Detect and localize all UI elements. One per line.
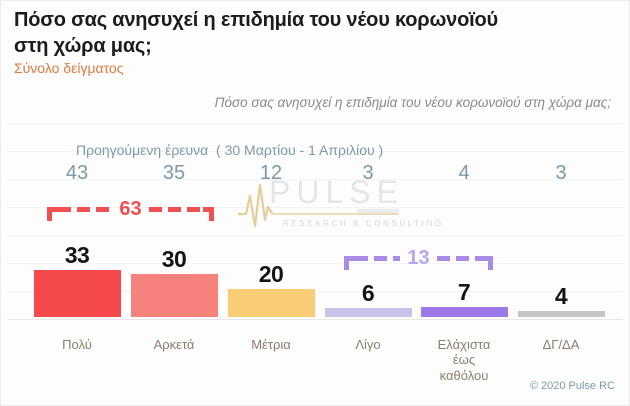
bar-ΔΓ/ΔΑ [517,311,605,317]
bar-value-label: 20 [258,261,284,287]
copyright-notice: © 2020 Pulse RC [529,380,615,392]
category-label: ΔΓ/ΔΑ [542,337,580,352]
gridline [7,263,623,264]
bar-value-label: 4 [554,283,568,309]
sum-bracket-13-label: 13 [407,247,430,269]
sum-bracket-63-label: 63 [119,198,142,220]
sum-bracket-13: 13 [344,247,493,270]
bracket-corner-left [344,256,355,270]
bar-Μέτρια [227,289,315,317]
gridline [7,207,623,208]
previous-survey-value: 3 [555,162,567,184]
page-title-line2: στη χώρα μας; [14,35,152,57]
gridline [7,151,623,152]
previous-survey-value: 3 [362,162,374,184]
bracket-corner-right [203,207,214,221]
repeated-question-label: Πόσο σας ανησυχεί η επιδημία του νέου κο… [214,95,611,110]
bar-Ελάχιστα έως καθόλου [420,307,508,317]
previous-survey-value: 4 [458,162,470,184]
bar-value-label: 6 [361,280,375,306]
page-title-line1: Πόσο σας ανησυχεί η επιδημία του νέου κο… [14,9,498,31]
pulse-line [271,213,399,215]
bar-Πολύ [33,270,121,317]
bar-Λίγο [324,308,412,317]
bracket-dash-segment [58,207,113,212]
logo-fine-print [357,209,399,213]
bracket-dash-segment [355,256,401,261]
category-label: Ελάχιστα έως καθόλου [437,337,491,383]
bracket-corner-right [482,256,493,270]
pulse-tagline-text: RESEARCH & CONSULTING [283,219,444,228]
gridline [7,235,623,236]
category-label: Μέτρια [251,337,291,352]
category-label: Αρκετά [153,337,195,352]
previous-survey-value: 43 [65,162,89,184]
previous-survey-label: Προηγούμενη έρευνα ( 30 Μαρτίου - 1 Απρι… [76,142,384,158]
category-label: Λίγο [355,337,381,352]
bar-value-label: 7 [457,279,471,305]
bracket-corner-left [47,207,58,221]
previous-survey-value: 35 [162,162,186,184]
page-title: Πόσο σας ανησυχεί η επιδημία του νέου κο… [14,7,498,59]
bar-value-label: 33 [64,242,90,268]
previous-survey-value: 12 [259,162,283,184]
axis-baseline [7,319,623,320]
gridline [7,291,623,292]
gridline [7,179,623,180]
sum-bracket-63: 63 [47,198,214,221]
gridline [7,123,623,124]
bracket-dash-segment [148,207,203,212]
bar-value-label: 30 [161,246,187,272]
category-label: Πολύ [62,337,92,352]
bar-Αρκετά [130,274,218,317]
bracket-dash-segment [436,256,482,261]
page-subtitle: Σύνολο δείγματος [14,60,124,76]
heartbeat-pulse-icon [237,183,274,228]
